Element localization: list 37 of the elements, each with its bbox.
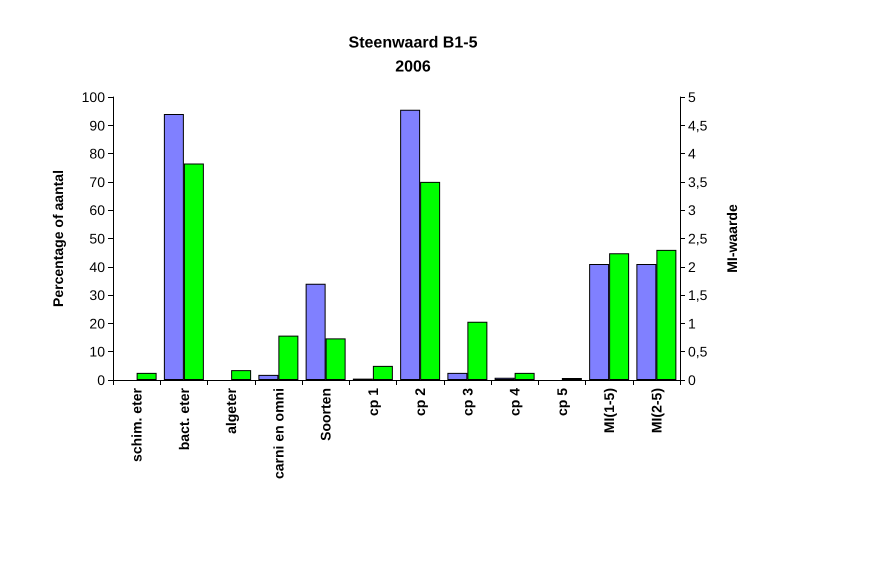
x-tick-label: cp 5 [554,388,570,416]
y2-tick-label: 4,5 [688,117,708,134]
x-tick-label: carni en omni [270,388,286,480]
y2-axis-title: MI-waarde [724,204,740,273]
x-tick-label: schim. eter [128,387,145,462]
y2-tick-label: 1,5 [688,287,708,304]
y2-tick-label: 3,5 [688,174,708,190]
x-tick-label: cp 2 [412,388,428,416]
y2-tick-label: 2 [688,258,696,275]
x-tick-label: MI(2-5) [648,388,664,434]
y2-tick-label: 0,5 [688,344,708,360]
y2-tick-label: 0 [688,372,696,388]
x-tick-label: bact. eter [176,387,192,450]
x-tick-label: cp 4 [506,388,523,416]
y-tick-label: 90 [89,117,106,134]
y-tick-label: 40 [89,258,106,275]
y-tick-label: 10 [89,344,106,360]
x-tick-label: Soorten [318,388,334,441]
x-tick-label: MI(1-5) [601,388,618,434]
x-tick-label: algeter [223,387,240,434]
x-tick-label: cp 3 [459,388,476,416]
y-tick-label: 50 [89,230,106,246]
y-tick-label: 30 [89,287,106,304]
chart-title: Steenwaard B1-5 2006 [348,34,478,76]
y-tick-label: 100 [82,89,106,105]
y2-tick-label: 5 [688,89,696,105]
y-axis-title: Percentage of aantal [50,170,66,307]
y-tick-label: 70 [89,174,106,190]
y-tick-label: 80 [89,146,106,162]
y-tick-label: 60 [89,202,106,218]
y2-tick-label: 3 [688,202,696,218]
y2-tick-label: 4 [688,146,696,162]
y-tick-label: 20 [89,315,106,332]
y-tick-label: 0 [97,372,106,388]
y2-tick-label: 1 [688,315,696,332]
y2-tick-label: 2,5 [688,230,708,246]
x-tick-label: cp 1 [364,388,381,416]
